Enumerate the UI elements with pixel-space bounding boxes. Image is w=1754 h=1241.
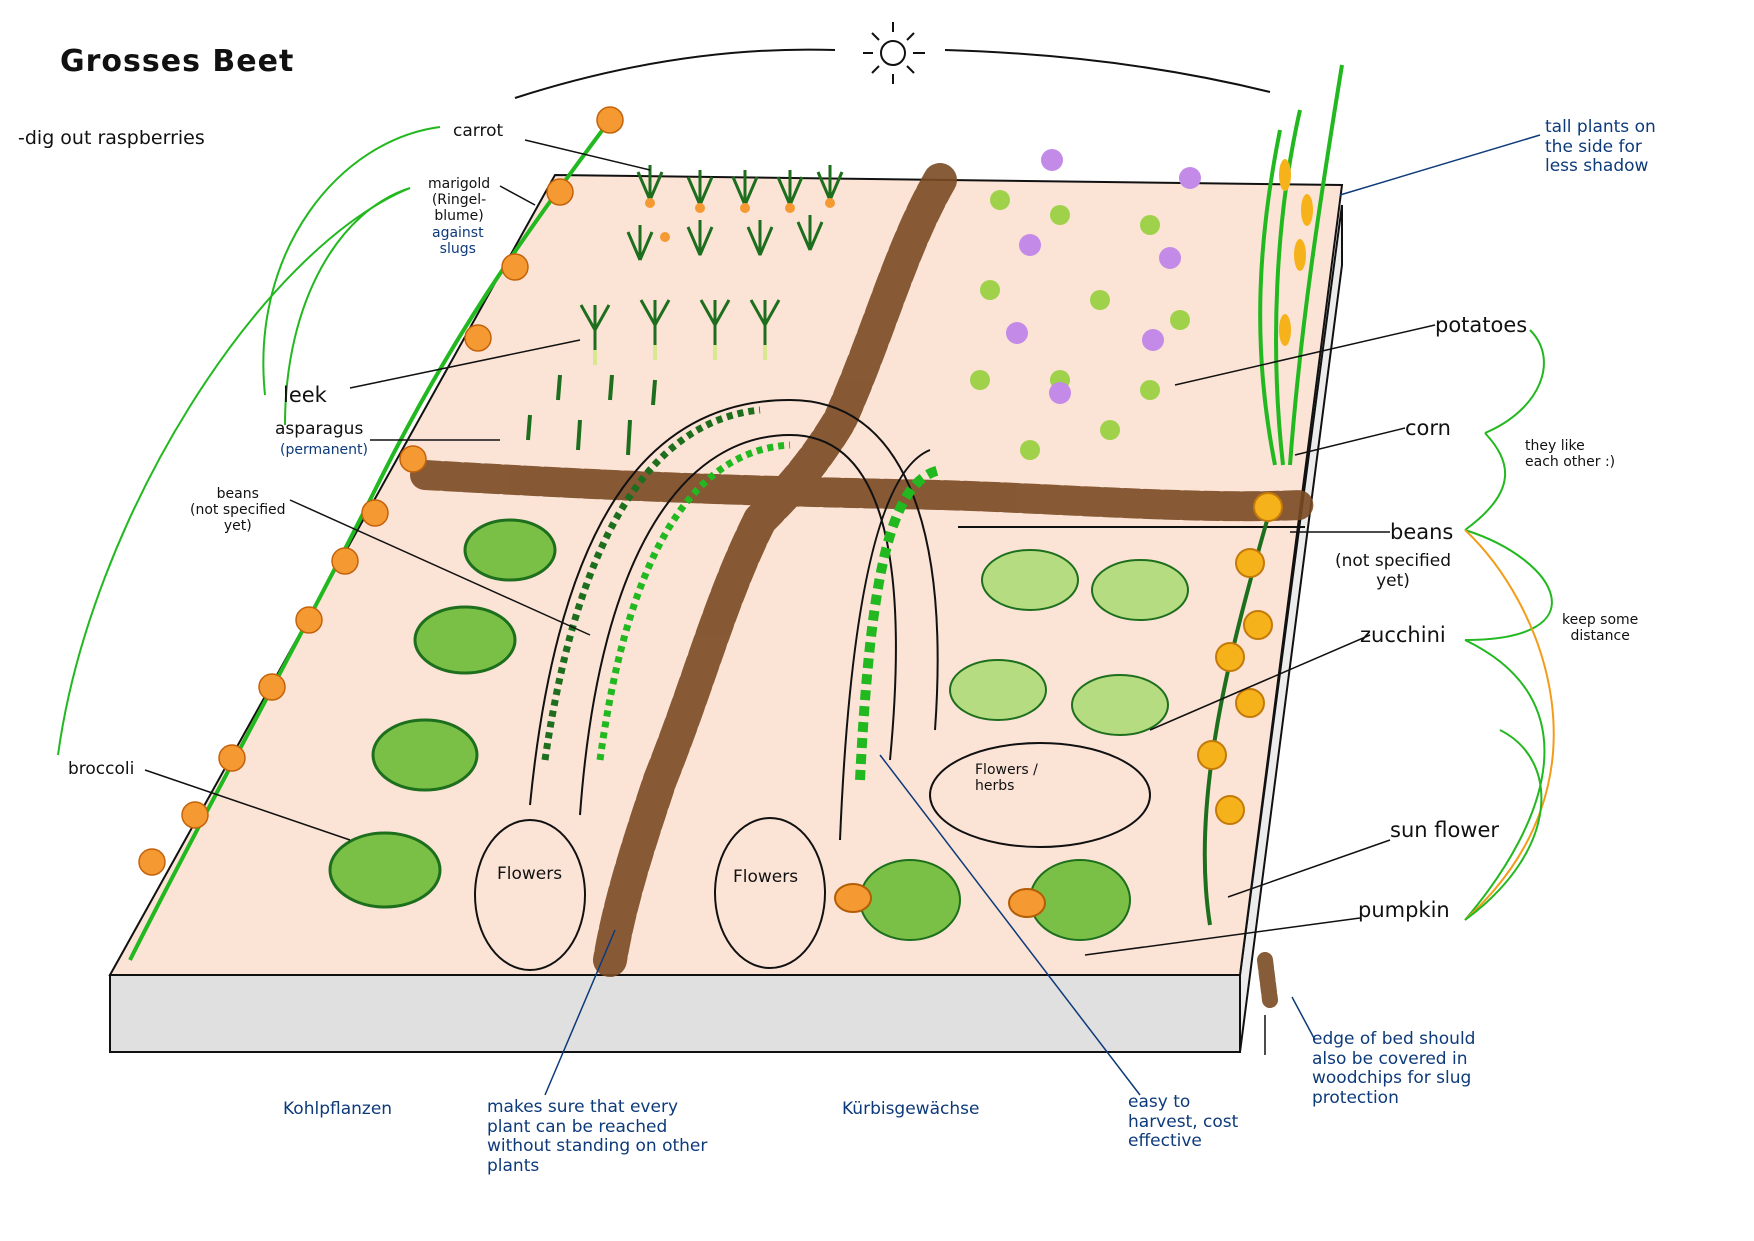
- pumpkin-label: pumpkin: [1358, 898, 1450, 922]
- kuerbis-label: Kürbisgewächse: [842, 1099, 980, 1119]
- carrot-plants: [626, 165, 844, 261]
- marigold-row: [128, 106, 624, 961]
- tall-plants-note: tall plants on the side for less shadow: [1545, 117, 1656, 177]
- asparagus-plants: [526, 374, 657, 456]
- carrot-label: carrot: [453, 121, 504, 141]
- zucchini-label: zucchini: [1360, 623, 1446, 647]
- diagram-title: Grosses Beet: [60, 44, 295, 79]
- leek-plants: [579, 299, 781, 350]
- corn-plants: [1258, 64, 1344, 466]
- broccoli-plants: [328, 518, 557, 909]
- beans-right-label: beans: [1390, 520, 1454, 544]
- flowers-oval-2: [714, 817, 826, 969]
- marigold-note: against slugs: [432, 225, 484, 258]
- right-grouping-curves: [1464, 329, 1555, 921]
- path-note: makes sure that every plant can be reach…: [487, 1097, 708, 1176]
- beans-right-note: (not specified yet): [1335, 551, 1452, 591]
- pumpkin-plants: [834, 859, 1131, 941]
- potatoes-label: potatoes: [1435, 313, 1528, 337]
- corn-label: corn: [1405, 416, 1451, 440]
- flowers-label-1: Flowers: [497, 864, 563, 884]
- flowers-herbs-oval: [929, 742, 1151, 848]
- zucchini-plants: [949, 549, 1189, 736]
- sun-arc-right: [944, 49, 1271, 93]
- edge-note: edge of bed should also be covered in wo…: [1312, 1029, 1476, 1108]
- keep-distance-note: keep some distance: [1562, 612, 1639, 645]
- flowers-label-2: Flowers: [733, 867, 799, 887]
- task-note: -dig out raspberries: [18, 127, 205, 149]
- blue-leader-lines: [544, 134, 1541, 1096]
- sun-arc-left: [514, 48, 836, 99]
- leader-lines: [144, 139, 1436, 956]
- harvest-note: easy to harvest, cost effective: [1128, 1092, 1239, 1152]
- marigold-label: marigold (Ringel- blume): [428, 176, 491, 225]
- kohlpflanzen-label: Kohlpflanzen: [283, 1099, 393, 1119]
- sun-icon: [863, 22, 925, 84]
- bed-side: [109, 974, 1241, 1053]
- bean-trellis: [529, 398, 942, 841]
- sunflower-label: sun flower: [1390, 818, 1500, 842]
- like-each-other-note: they like each other :): [1525, 438, 1616, 471]
- leek-label: leek: [283, 383, 327, 407]
- asparagus-note: (permanent): [280, 442, 368, 458]
- left-grouping-curves: [57, 126, 441, 756]
- broccoli-label: broccoli: [68, 759, 135, 779]
- bed-side-right: [1239, 204, 1343, 1053]
- flowers-herbs-label: Flowers / herbs: [975, 762, 1038, 795]
- sunflower-plants: [1197, 492, 1283, 926]
- flowers-oval-1: [474, 819, 586, 971]
- beans-left-label: beans (not specified yet): [190, 486, 286, 535]
- asparagus-label: asparagus: [275, 419, 364, 439]
- potato-plants: [970, 149, 1201, 460]
